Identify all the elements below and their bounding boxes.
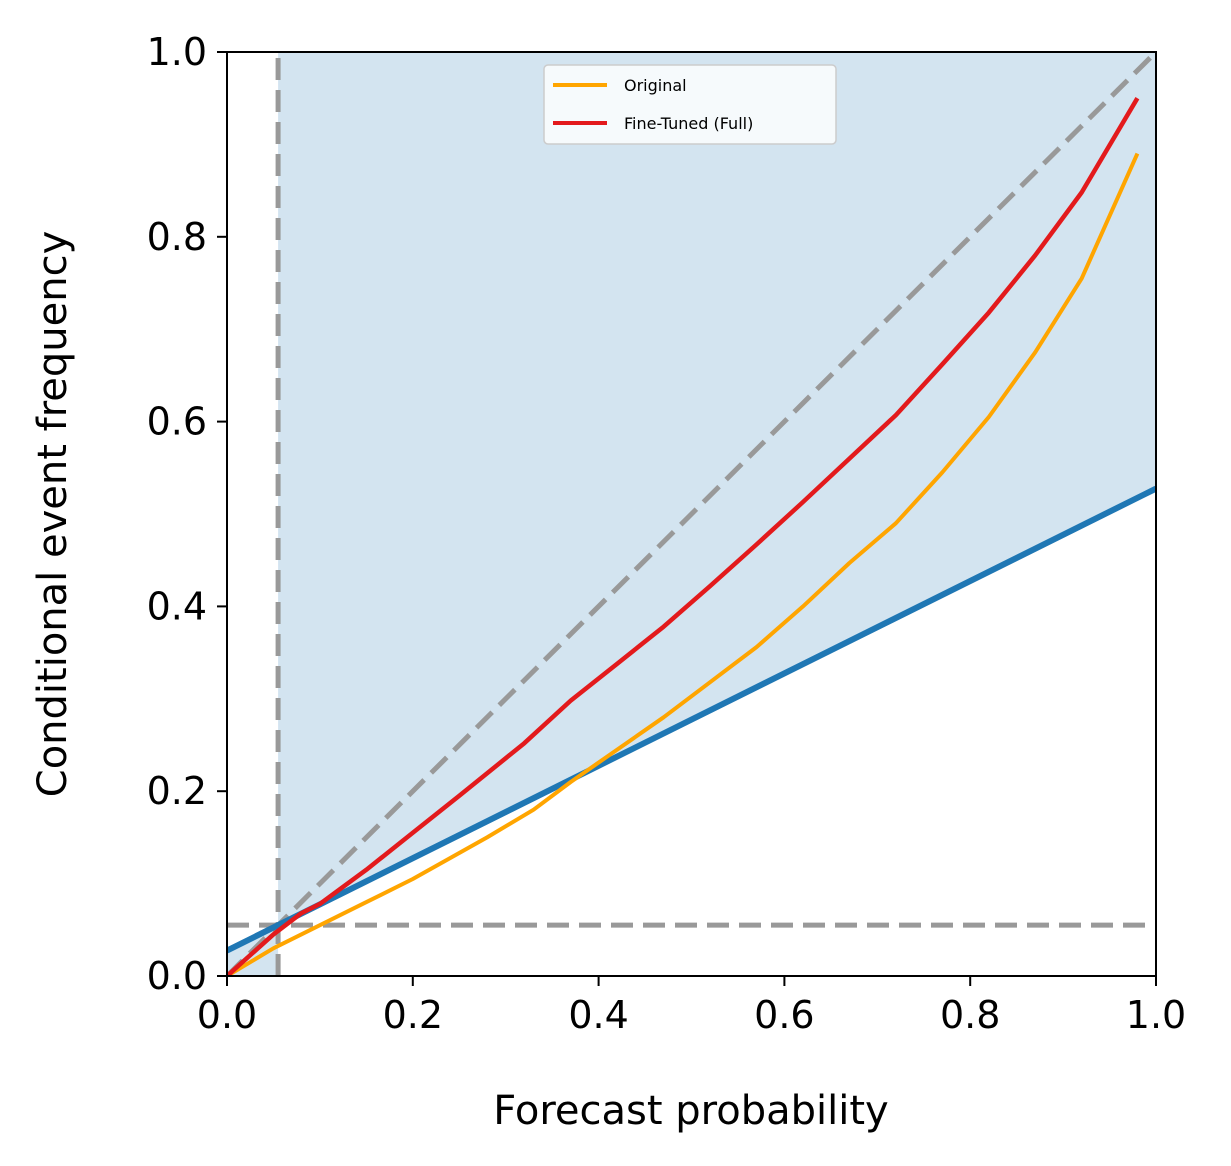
y-tick-label: 0.0	[147, 954, 207, 998]
x-tick-label: 0.2	[383, 993, 443, 1037]
x-tick-label: 0.0	[197, 993, 257, 1037]
series-line-fine-tuned-full	[227, 97, 1140, 976]
perfect-reliability-line	[227, 52, 1156, 976]
y-axis-label: Conditional event frequency	[30, 231, 76, 797]
x-axis-ticks: 0.0 0.2 0.4 0.6 0.8 1.0	[197, 976, 1186, 1037]
plot-frame	[226, 51, 1157, 977]
x-tick-label: 0.4	[568, 993, 628, 1037]
legend-label: Fine-Tuned (Full)	[624, 114, 753, 133]
x-axis-label: Forecast probability	[493, 1088, 888, 1134]
no-skill-line	[227, 485, 1156, 954]
y-tick-label: 0.8	[147, 215, 207, 259]
plot-area	[227, 52, 1156, 976]
y-tick-label: 0.2	[147, 769, 207, 813]
y-tick-label: 1.0	[147, 30, 207, 74]
x-tick-label: 0.8	[940, 993, 1000, 1037]
y-tick-label: 0.6	[147, 400, 207, 444]
y-tick-label: 0.4	[147, 584, 207, 628]
x-tick-label: 0.6	[754, 993, 814, 1037]
legend: Original Fine-Tuned (Full)	[543, 64, 837, 145]
legend-box	[543, 64, 837, 145]
legend-label: Original	[624, 76, 687, 95]
x-tick-label: 1.0	[1126, 993, 1186, 1037]
y-axis-ticks: 0.0 0.2 0.4 0.6 0.8 1.0	[147, 30, 227, 998]
series-line-original	[227, 152, 1140, 976]
